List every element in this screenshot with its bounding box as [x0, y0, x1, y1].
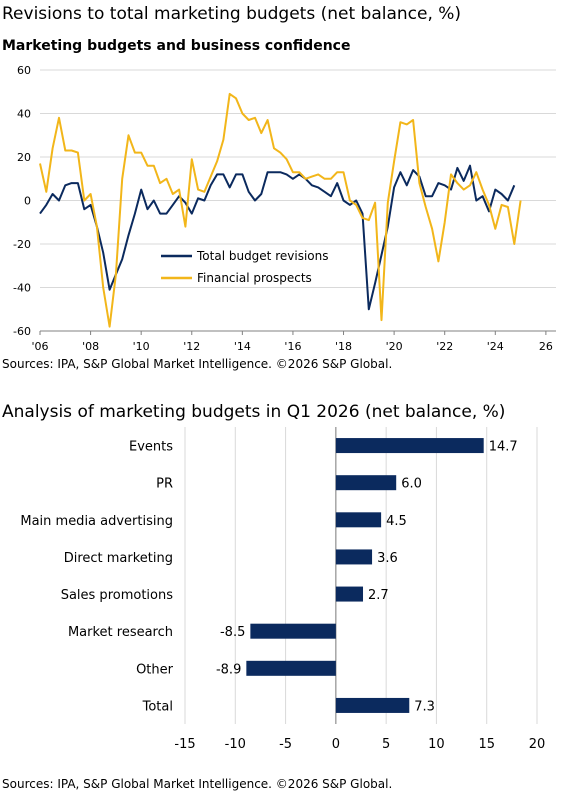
category-label: Total [142, 699, 173, 714]
category-label: PR [156, 477, 173, 492]
value-label: 3.6 [377, 551, 398, 566]
value-label: 6.0 [401, 477, 422, 492]
x-tick-label: 0 [332, 737, 340, 752]
category-label: Main media advertising [20, 514, 173, 529]
x-tick-label: '12 [183, 340, 200, 353]
x-tick-label: '24 [487, 340, 504, 353]
financial-prospects-line [39, 92, 522, 328]
bar [335, 475, 397, 491]
x-tick-label: '14 [234, 340, 251, 353]
line-chart-source: Sources: IPA, S&P Global Market Intellig… [2, 357, 393, 371]
bar-chart-title: Analysis of marketing budgets in Q1 2026… [2, 402, 506, 422]
x-tick-label: '22 [436, 340, 453, 353]
legend-label: Total budget revisions [196, 249, 328, 263]
line-chart: 60 40 20 0 -20 -40 -60'06 '08 '10 '12 '14 '16 '18 '20… [13, 64, 556, 353]
y-tick-label: 20 [17, 151, 31, 164]
x-tick-label: 10 [428, 737, 445, 752]
x-tick-label: 26 [539, 340, 553, 353]
value-label: 2.7 [368, 588, 389, 603]
category-label: Other [136, 662, 174, 677]
x-tick-label: 15 [478, 737, 495, 752]
y-tick-label: 40 [17, 108, 31, 121]
bar [335, 586, 364, 602]
y-tick-label: -60 [13, 325, 31, 338]
y-tick-label: 60 [17, 64, 31, 77]
total-budget-revisions-line [39, 164, 516, 311]
bar [335, 512, 382, 528]
x-tick-label: '20 [386, 340, 403, 353]
bar [250, 623, 336, 639]
line-chart-subtitle: Marketing budgets and business confidenc… [2, 38, 351, 54]
x-tick-label: 5 [382, 737, 390, 752]
y-tick-label: -20 [13, 238, 31, 251]
page-title: Revisions to total marketing budgets (ne… [2, 4, 462, 24]
legend-label: Financial prospects [197, 271, 312, 285]
x-tick-label: '08 [82, 340, 99, 353]
category-label: Market research [68, 625, 173, 640]
x-tick-label: '16 [284, 340, 301, 353]
x-tick-label: -5 [279, 737, 292, 752]
x-tick-label: -10 [225, 737, 246, 752]
x-tick-label: -15 [174, 737, 195, 752]
bar [335, 549, 373, 565]
bar-chart-source: Sources: IPA, S&P Global Market Intellig… [2, 777, 393, 791]
x-tick-label: '10 [133, 340, 150, 353]
bar [246, 660, 336, 676]
category-label: Events [129, 440, 173, 455]
y-tick-label: 0 [24, 195, 31, 208]
value-label: 4.5 [386, 514, 407, 529]
value-label: -8.5 [220, 625, 245, 640]
value-label: -8.9 [216, 662, 241, 677]
bar [335, 438, 484, 454]
value-label: 14.7 [489, 440, 518, 455]
bar [335, 697, 410, 713]
category-label: Direct marketing [64, 551, 173, 566]
x-tick-label: '06 [31, 340, 48, 353]
category-label: Sales promotions [61, 588, 174, 603]
value-label: 7.3 [414, 699, 435, 714]
y-tick-label: -40 [13, 282, 31, 295]
x-tick-label: '18 [335, 340, 352, 353]
x-tick-label: 20 [529, 737, 546, 752]
